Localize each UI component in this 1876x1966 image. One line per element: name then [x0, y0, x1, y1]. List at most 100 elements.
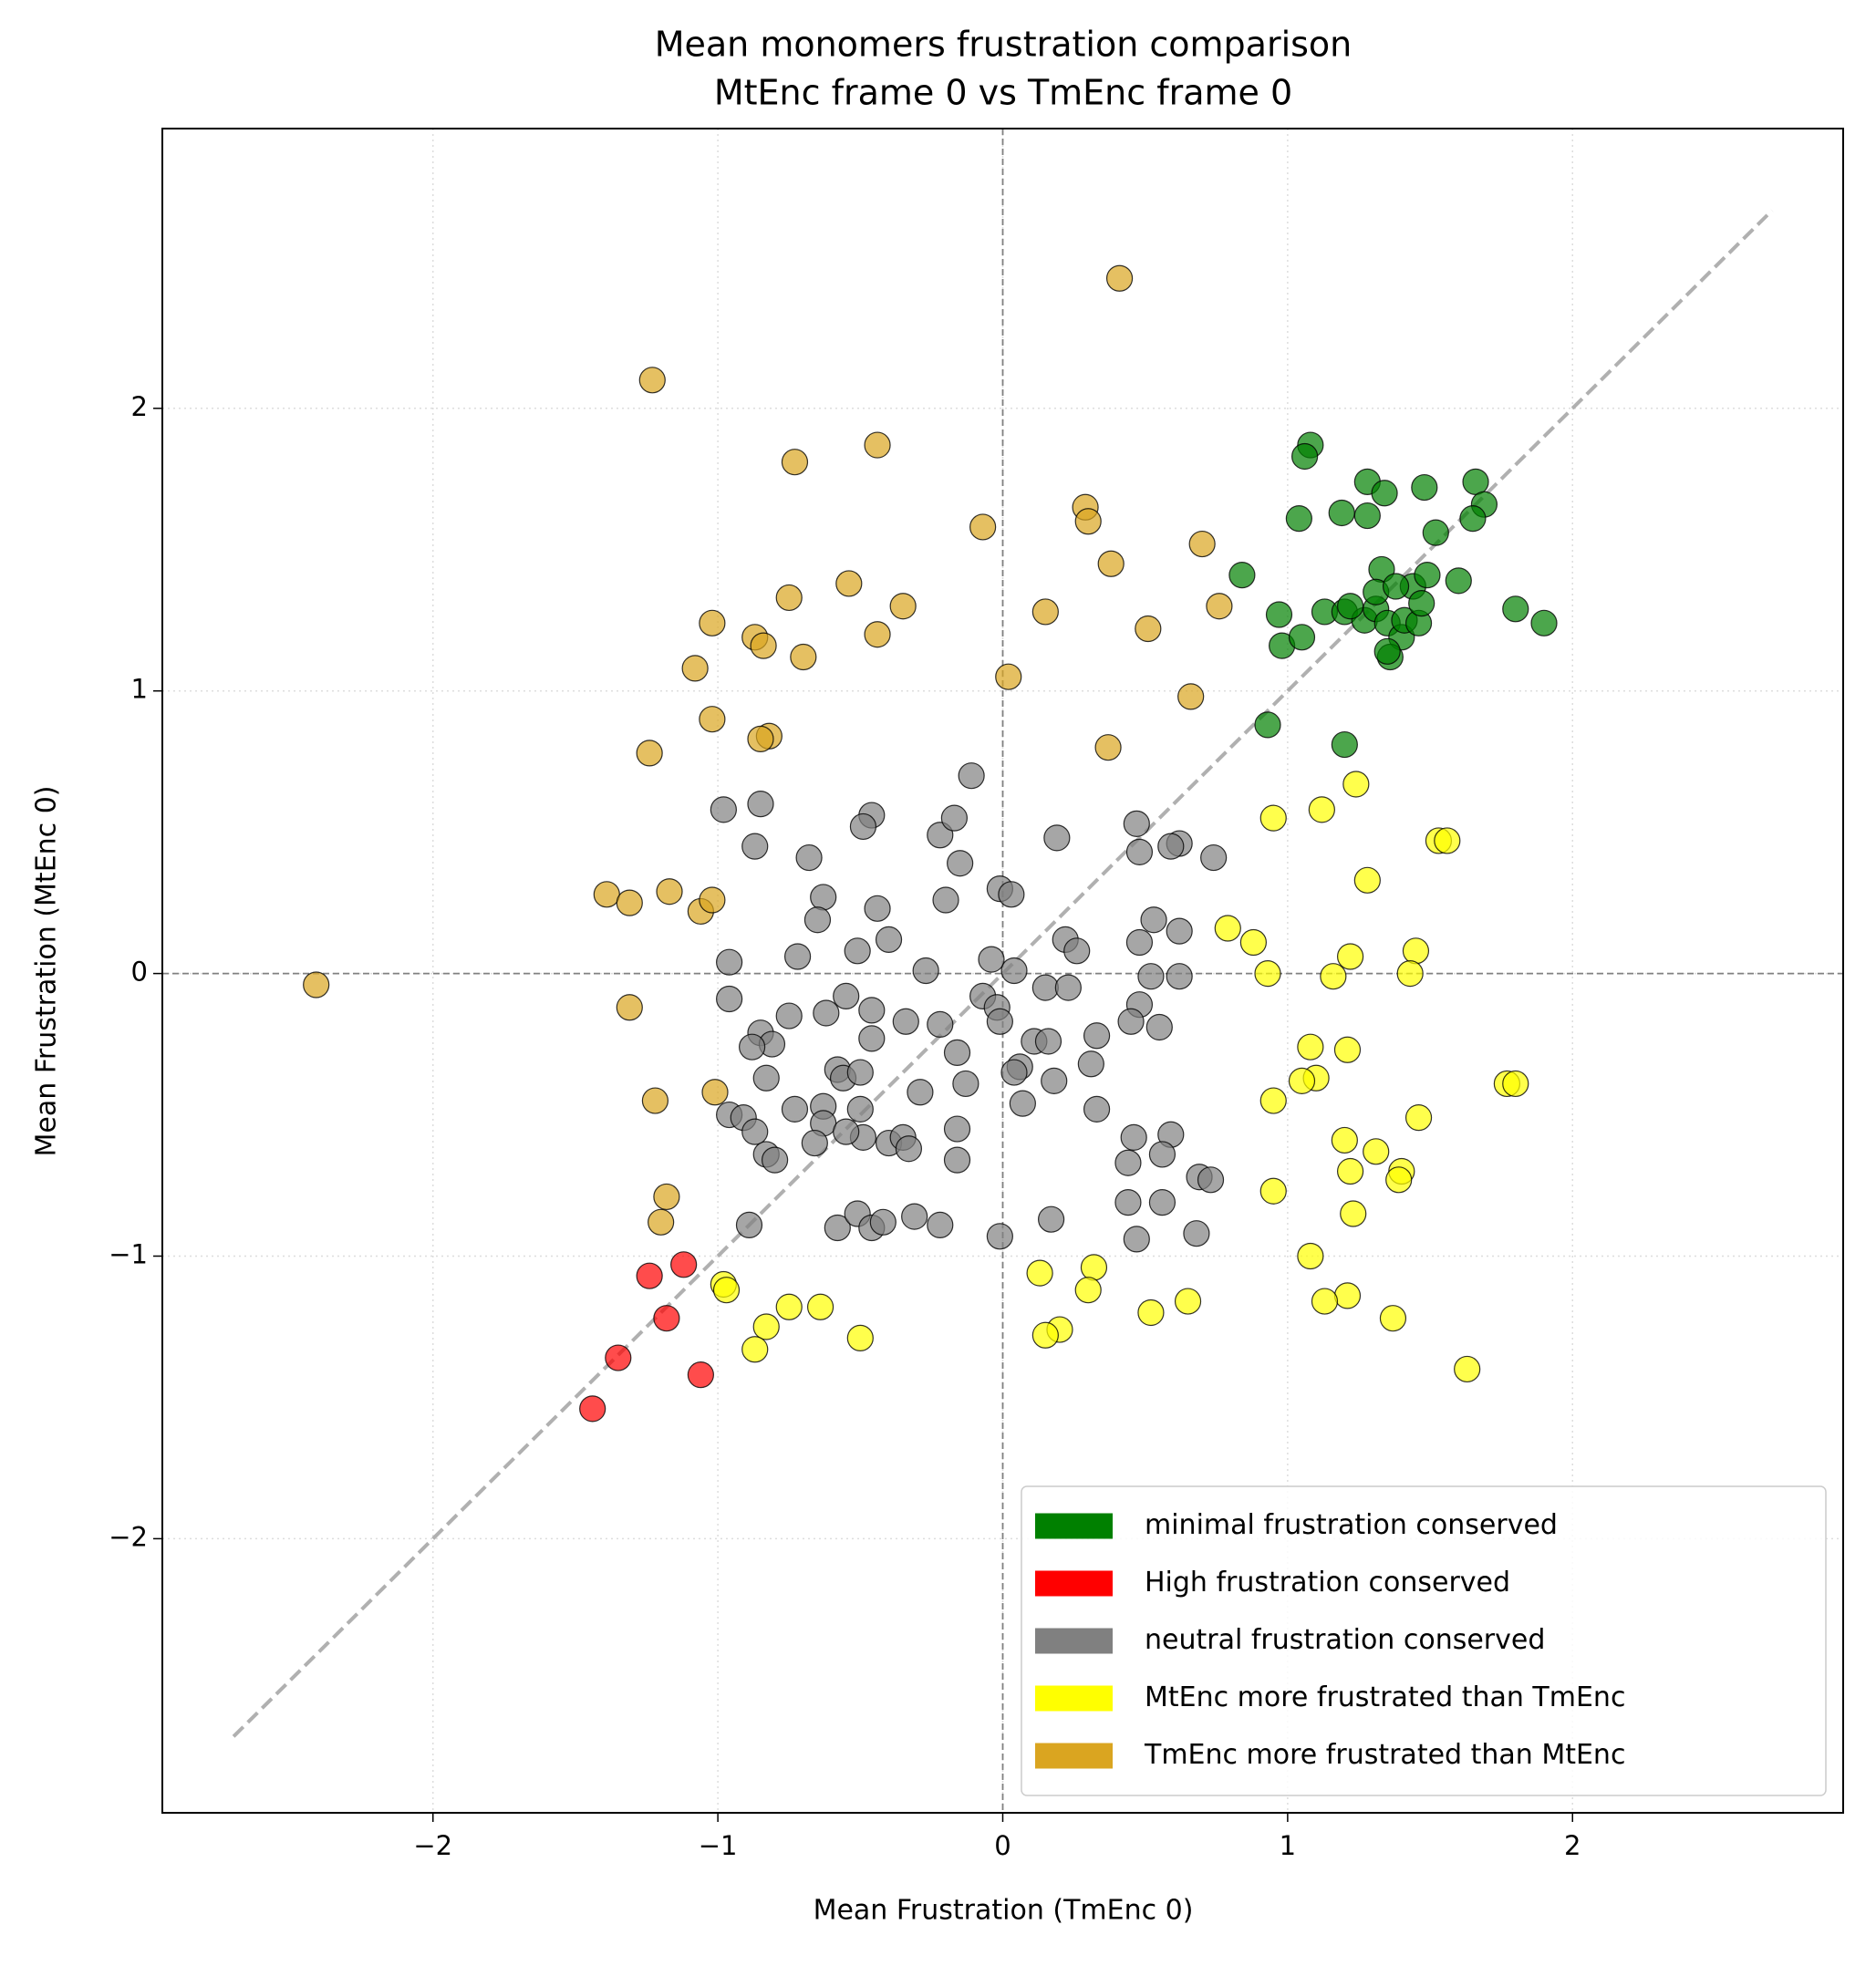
legend-swatch	[1035, 1685, 1113, 1712]
point	[803, 906, 832, 934]
point	[1077, 1050, 1104, 1078]
point	[1385, 1166, 1413, 1194]
point	[1145, 1013, 1173, 1041]
point	[1328, 499, 1355, 527]
point	[1311, 1288, 1339, 1315]
point	[1353, 866, 1381, 894]
point	[943, 1115, 971, 1143]
point	[889, 593, 917, 620]
point	[781, 449, 809, 476]
point	[701, 1079, 729, 1106]
point	[1331, 1126, 1358, 1154]
point	[1336, 1157, 1364, 1185]
point	[958, 762, 985, 790]
point	[858, 1025, 886, 1052]
point	[813, 999, 840, 1027]
point	[806, 1293, 834, 1320]
point	[656, 878, 683, 905]
point	[835, 570, 863, 597]
point	[1123, 1226, 1150, 1253]
point	[1140, 906, 1167, 934]
point	[1174, 1288, 1202, 1315]
point	[1105, 264, 1134, 292]
point	[638, 367, 666, 394]
point	[810, 884, 837, 911]
point	[1259, 1177, 1287, 1205]
point	[735, 1211, 763, 1239]
point	[616, 889, 643, 916]
point	[1009, 1090, 1036, 1117]
point	[1297, 1242, 1324, 1270]
point	[1530, 609, 1558, 636]
point	[1135, 615, 1162, 643]
point	[716, 948, 743, 976]
point	[1043, 824, 1071, 852]
point	[1454, 1355, 1481, 1383]
point	[978, 946, 1005, 973]
x-tick-label: −2	[413, 1830, 452, 1861]
point	[1083, 1095, 1111, 1123]
point	[1148, 1189, 1176, 1216]
point	[579, 1395, 606, 1423]
legend-label: MtEnc more frustrated than TmEnc	[1145, 1681, 1625, 1713]
point	[995, 663, 1022, 690]
point	[943, 1039, 971, 1066]
point	[1214, 915, 1241, 942]
point	[681, 655, 709, 682]
point	[927, 1010, 954, 1038]
point	[1197, 1166, 1225, 1194]
point	[593, 881, 620, 908]
plot-area	[162, 129, 1843, 1813]
point	[849, 812, 877, 841]
legend-swatch	[1035, 1628, 1113, 1654]
point	[1166, 963, 1193, 990]
y-tick-label: 1	[131, 674, 148, 705]
point	[1157, 833, 1185, 860]
point	[636, 1262, 663, 1289]
point	[1097, 550, 1125, 577]
y-tick-label: 0	[131, 957, 148, 988]
point	[952, 1070, 979, 1098]
point	[710, 796, 737, 823]
point	[1363, 1138, 1390, 1165]
point	[1166, 917, 1193, 945]
point	[927, 1211, 954, 1239]
point	[648, 1208, 675, 1236]
point	[1265, 601, 1293, 628]
point	[864, 431, 891, 459]
legend-label: TmEnc more frustrated than MtEnc	[1144, 1739, 1625, 1771]
point	[1331, 730, 1358, 759]
point	[790, 643, 817, 671]
point	[699, 886, 726, 914]
y-axis-label: Mean Frustration (MtEnc 0)	[31, 786, 63, 1157]
point	[1459, 505, 1487, 533]
point	[943, 1146, 971, 1174]
point	[932, 886, 959, 914]
x-tick-label: −1	[699, 1830, 738, 1861]
point	[1333, 1282, 1362, 1309]
point	[641, 1087, 669, 1114]
chart-subtitle: MtEnc frame 0 vs TmEnc frame 0	[714, 73, 1292, 113]
point	[1254, 711, 1281, 739]
point	[1038, 1205, 1065, 1233]
point	[1000, 1059, 1028, 1086]
x-tick-label: 1	[1280, 1830, 1296, 1861]
point	[864, 621, 891, 648]
x-tick-label: 0	[994, 1830, 1011, 1861]
point	[1396, 959, 1424, 988]
point	[1094, 734, 1122, 761]
point	[846, 1059, 874, 1086]
point	[1034, 1028, 1062, 1055]
point	[783, 943, 812, 970]
point	[687, 1361, 714, 1389]
point	[1125, 838, 1154, 865]
point	[824, 1214, 851, 1242]
point	[858, 997, 886, 1024]
point	[801, 1129, 828, 1157]
point	[1114, 1189, 1142, 1216]
point	[712, 1277, 741, 1304]
point	[1320, 963, 1347, 990]
point	[699, 706, 726, 733]
point	[986, 1008, 1013, 1035]
